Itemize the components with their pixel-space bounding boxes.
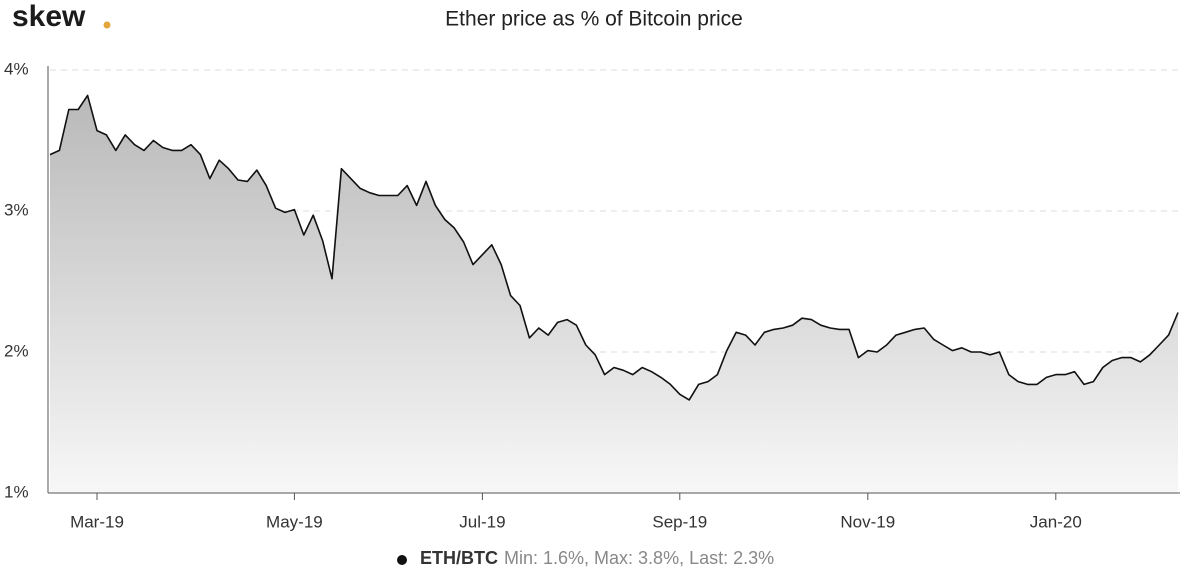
y-tick-label: 1% [4, 482, 29, 501]
y-tick-label: 3% [4, 200, 29, 219]
legend-series-name: ETH/BTC [420, 548, 498, 568]
legend-stats: Min: 1.6%, Max: 3.8%, Last: 2.3% [504, 548, 774, 568]
y-tick-label: 2% [4, 341, 29, 360]
chart-title: Ether price as % of Bitcoin price [445, 8, 743, 31]
logo-dot [103, 21, 111, 29]
x-tick-label: Mar-19 [70, 512, 124, 531]
y-tick-label: 4% [4, 59, 29, 78]
logo: skew [12, 0, 86, 33]
x-tick-label: May-19 [266, 512, 323, 531]
legend: ETH/BTC Min: 1.6%, Max: 3.8%, Last: 2.3% [420, 548, 774, 568]
plot-area: 1% 2% 3% 4% Mar-19 May-19 Jul-19 Sep-19 Nov-19 Ja… [4, 59, 1180, 531]
x-tick-label: Jan-20 [1030, 512, 1082, 531]
line [49, 94, 1179, 401]
legend-marker [397, 555, 407, 565]
x-tick-label: Sep-19 [652, 512, 707, 531]
x-tick-label: Jul-19 [459, 512, 505, 531]
x-tick-label: Nov-19 [840, 512, 895, 531]
area [50, 95, 1178, 494]
